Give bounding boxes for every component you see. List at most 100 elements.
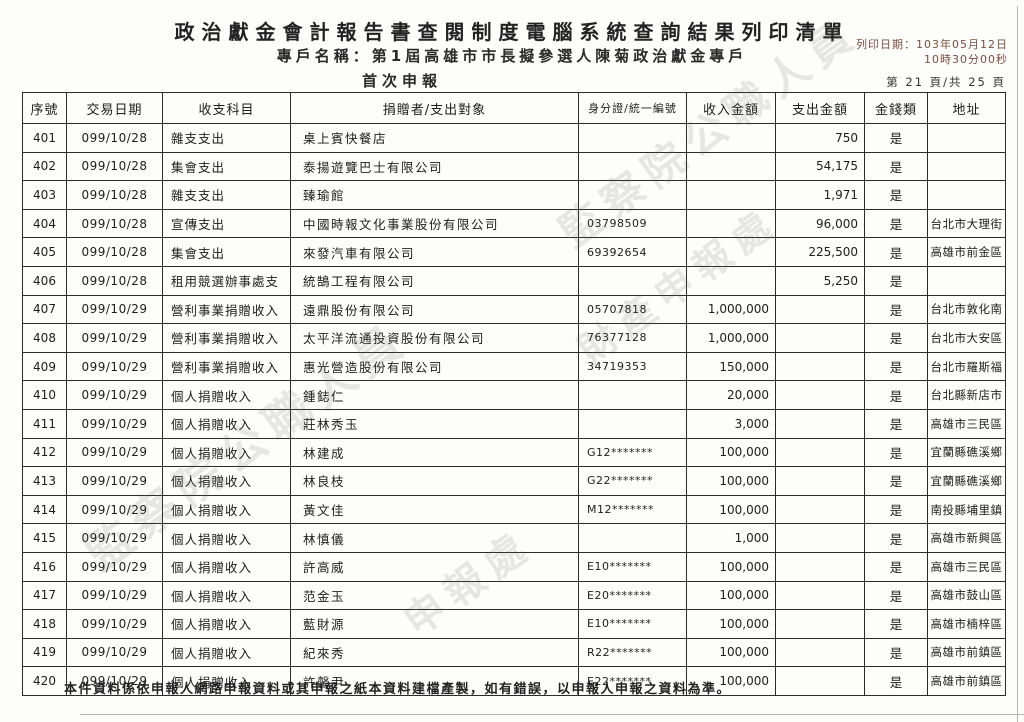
- cell-counterparty: 鍾鋕仁: [290, 380, 579, 410]
- cell-address: [927, 123, 1006, 153]
- cell-address: 高雄市楠梓區: [927, 609, 1006, 639]
- cell-monetary: 是: [864, 494, 928, 525]
- cell-date: 099/10/29: [66, 494, 163, 525]
- cell-address: 宜蘭縣礁溪鄉: [927, 466, 1006, 496]
- cell-income: [686, 208, 776, 239]
- cell-income: 100,000: [686, 666, 776, 696]
- cell-address: 台北市羅斯福: [927, 351, 1006, 382]
- table-row: 410 099/10/29 個人捐贈收入 鍾鋕仁 20,000 是台北縣新店市: [22, 380, 1006, 410]
- cell-address: 南投縣埔里鎮: [927, 494, 1006, 525]
- account-name: 專戶名稱：第1屆高雄市市長擬參選人陳菊政治獻金專戶: [276, 47, 748, 65]
- cell-monetary: 是: [864, 437, 928, 468]
- cell-seq: 414: [22, 494, 67, 525]
- cell-address: 台北市大理街: [927, 208, 1006, 239]
- cell-monetary: 是: [864, 237, 928, 267]
- table-row: 404 099/10/28 宣傳支出 中國時報文化事業股份有限公司 03798509 96…: [22, 208, 1006, 239]
- cell-counterparty: 臻瑜館: [290, 180, 579, 210]
- cell-monetary: 是: [864, 408, 928, 439]
- cell-expense: [775, 351, 865, 382]
- cell-expense: [775, 637, 865, 668]
- table-row: 406 099/10/28 租用競選辦事處支 統鵠工程有限公司 5,250 是: [22, 265, 1006, 296]
- cell-date: 099/10/29: [66, 466, 163, 496]
- cell-counterparty: 范金玉: [290, 580, 579, 611]
- cell-expense: 5,250: [775, 265, 865, 296]
- cell-category: 雜支支出: [162, 123, 291, 153]
- cell-monetary: 是: [864, 580, 928, 611]
- cell-address: 宜蘭縣礁溪鄉: [927, 437, 1006, 468]
- cell-id-number: [578, 408, 687, 439]
- cell-expense: 96,000: [775, 208, 865, 239]
- cell-id-number: [578, 180, 687, 210]
- cell-address: 台北市大安區: [927, 323, 1006, 353]
- column-header-expense: 支出金額: [775, 92, 865, 124]
- cell-counterparty: 遠鼎股份有限公司: [290, 294, 579, 325]
- cell-expense: [775, 466, 865, 496]
- print-date-line1: 列印日期：103年05月12日: [856, 38, 1008, 51]
- cell-monetary: 是: [864, 151, 928, 182]
- cell-address: [927, 180, 1006, 210]
- cell-income: 100,000: [686, 637, 776, 668]
- cell-income: 1,000,000: [686, 294, 776, 325]
- cell-category: 營利事業捐贈收入: [162, 294, 291, 325]
- cell-date: 099/10/29: [66, 380, 163, 410]
- cell-seq: 401: [22, 123, 67, 153]
- cell-category: 雜支支出: [162, 180, 291, 210]
- cell-category: 個人捐贈收入: [162, 609, 291, 639]
- cell-seq: 412: [22, 437, 67, 468]
- cell-date: 099/10/29: [66, 294, 163, 325]
- cell-id-number: [578, 123, 687, 153]
- print-date-line2: 10時30分00秒: [924, 53, 1008, 66]
- cell-id-number: 03798509: [578, 208, 687, 239]
- cell-seq: 418: [22, 609, 67, 639]
- table-row: 420 099/10/29 個人捐贈收入 許馨尹 E22******* 100,000 是高…: [22, 666, 1006, 696]
- cell-income: 1,000: [686, 523, 776, 553]
- cell-income: 100,000: [686, 466, 776, 496]
- cell-category: 個人捐贈收入: [162, 408, 291, 439]
- column-header-address: 地址: [927, 92, 1006, 124]
- cell-id-number: E20*******: [578, 580, 687, 611]
- cell-date: 099/10/28: [66, 208, 163, 239]
- column-header-seq: 序號: [22, 92, 67, 124]
- cell-counterparty: 莊林秀玉: [290, 408, 579, 439]
- table-row: 403 099/10/28 雜支支出 臻瑜館 1,971 是: [22, 180, 1006, 210]
- cell-category: 營利事業捐贈收入: [162, 351, 291, 382]
- column-header-monetary: 金錢類: [864, 92, 928, 124]
- cell-seq: 419: [22, 637, 67, 668]
- cell-monetary: 是: [864, 294, 928, 325]
- cell-seq: 407: [22, 294, 67, 325]
- cell-income: [686, 237, 776, 267]
- cell-monetary: 是: [864, 637, 928, 668]
- column-header-counterparty: 捐贈者/支出對象: [290, 92, 579, 124]
- cell-income: 100,000: [686, 580, 776, 611]
- print-date: 列印日期：103年05月12日 10時30分00秒: [856, 37, 1008, 67]
- cell-counterparty: 桌上賓快餐店: [290, 123, 579, 153]
- cell-date: 099/10/28: [66, 265, 163, 296]
- table-row: 409 099/10/29 營利事業捐贈收入 惠光營造股份有限公司 34719353 15…: [22, 351, 1006, 382]
- cell-date: 099/10/29: [66, 609, 163, 639]
- cell-income: 1,000,000: [686, 323, 776, 353]
- cell-monetary: 是: [864, 123, 928, 153]
- cell-expense: [775, 609, 865, 639]
- cell-counterparty: 林慎儀: [290, 523, 579, 553]
- cell-counterparty: 林建成: [290, 437, 579, 468]
- table-body: 401 099/10/28 雜支支出 桌上賓快餐店 750 是 402 099/10/28 集會…: [22, 123, 1006, 696]
- cell-counterparty: 太平洋流通投資股份有限公司: [290, 323, 579, 353]
- cell-id-number: M12*******: [578, 494, 687, 525]
- cell-address: 台北市敦化南: [927, 294, 1006, 325]
- cell-id-number: E10*******: [578, 551, 687, 582]
- cell-expense: [775, 380, 865, 410]
- cell-seq: 409: [22, 351, 67, 382]
- table-row: 416 099/10/29 個人捐贈收入 許高威 E10******* 100,000 是高…: [22, 551, 1006, 582]
- cell-expense: 750: [775, 123, 865, 153]
- cell-category: 個人捐贈收入: [162, 380, 291, 410]
- cell-seq: 403: [22, 180, 67, 210]
- table-row: 417 099/10/29 個人捐贈收入 范金玉 E20******* 100,000 是高…: [22, 580, 1006, 611]
- cell-income: [686, 123, 776, 153]
- cell-income: [686, 151, 776, 182]
- cell-income: 100,000: [686, 551, 776, 582]
- cell-counterparty: 許高威: [290, 551, 579, 582]
- cell-seq: 410: [22, 380, 67, 410]
- table-row: 402 099/10/28 集會支出 泰揚遊覽巴士有限公司 54,175 是: [22, 151, 1006, 182]
- cell-expense: [775, 408, 865, 439]
- cell-income: 100,000: [686, 494, 776, 525]
